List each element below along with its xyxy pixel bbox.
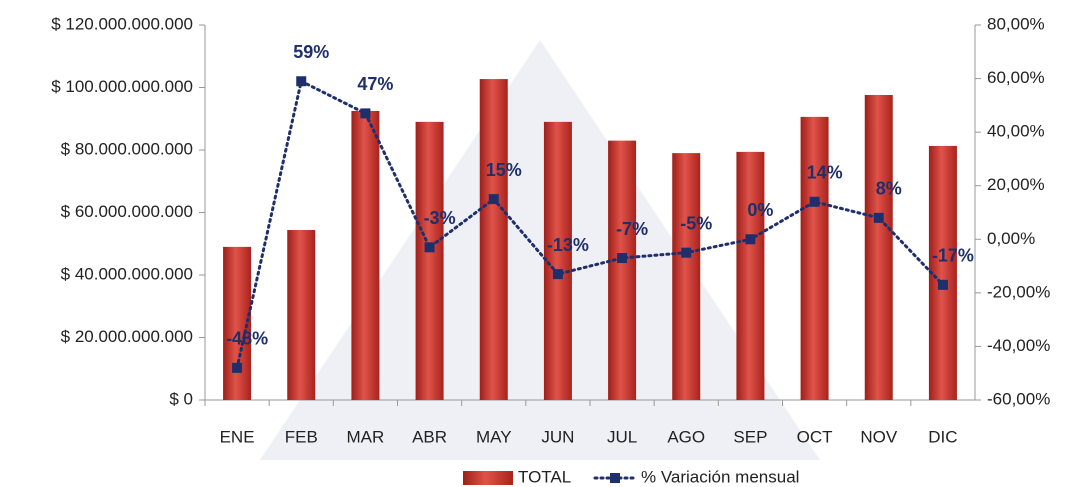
marker [873,212,884,223]
y-tick-label: $ 40.000.000.000 [61,264,193,283]
x-tick-label: DIC [928,427,957,446]
data-label: -3% [424,208,456,228]
bar [928,145,957,400]
y2-tick-label: -60,00% [987,389,1050,408]
bar [736,151,765,400]
y-tick-label: $ 0 [169,389,193,408]
x-tick-label: JUL [607,427,637,446]
x-tick-label: SEP [733,427,767,446]
y2-tick-label: -20,00% [987,282,1050,301]
marker [809,196,820,207]
marker [937,279,948,290]
x-tick-label: MAR [347,427,385,446]
data-label: -5% [680,213,712,233]
marker [232,362,243,373]
bar [223,246,252,400]
y-tick-label: $ 20.000.000.000 [61,327,193,346]
data-label: -13% [547,235,589,255]
x-tick-label: MAY [476,427,512,446]
x-tick-label: NOV [860,427,898,446]
bar [543,121,572,400]
y-tick-label: $ 60.000.000.000 [61,202,193,221]
bar [351,110,380,400]
marker [681,247,692,258]
legend-label: % Variación mensual [641,467,799,486]
marker [488,194,499,205]
y-tick-label: $ 80.000.000.000 [61,139,193,158]
marker [552,269,563,280]
legend-swatch [463,471,513,485]
marker [296,76,307,87]
line [235,79,945,370]
legend-marker [610,473,620,483]
marker [360,108,371,119]
data-label: -7% [616,219,648,239]
y-tick-label: $ 100.000.000.000 [51,77,193,96]
x-tick-label: JUN [541,427,574,446]
data-label: 59% [293,42,329,62]
bar [479,79,508,400]
data-label: -17% [932,246,974,266]
y-tick-label: $ 120.000.000.000 [51,14,193,33]
y2-tick-label: 40,00% [987,122,1045,141]
x-tick-label: ABR [412,427,447,446]
bar [864,95,893,400]
data-label: 0% [747,200,773,220]
y2-tick-label: 0,00% [987,229,1035,248]
x-tick-label: OCT [797,427,833,446]
y2-tick-label: 20,00% [987,175,1045,194]
y2-tick-label: -40,00% [987,336,1050,355]
x-tick-label: AGO [667,427,705,446]
marker [424,242,435,253]
bar [608,140,637,400]
y2-tick-label: 60,00% [987,68,1045,87]
data-label: 15% [486,160,522,180]
data-label: -48% [226,329,268,349]
x-tick-label: ENE [220,427,255,446]
bar [415,121,444,400]
data-label: 8% [876,179,902,199]
data-label: 14% [807,163,843,183]
x-tick-label: FEB [285,427,318,446]
bar [800,116,829,400]
legend-label: TOTAL [518,467,571,486]
bar [672,153,701,400]
marker [617,253,628,264]
data-label: 47% [357,74,393,94]
marker [745,234,756,245]
y2-tick-label: 80,00% [987,14,1045,33]
bar [287,230,316,400]
